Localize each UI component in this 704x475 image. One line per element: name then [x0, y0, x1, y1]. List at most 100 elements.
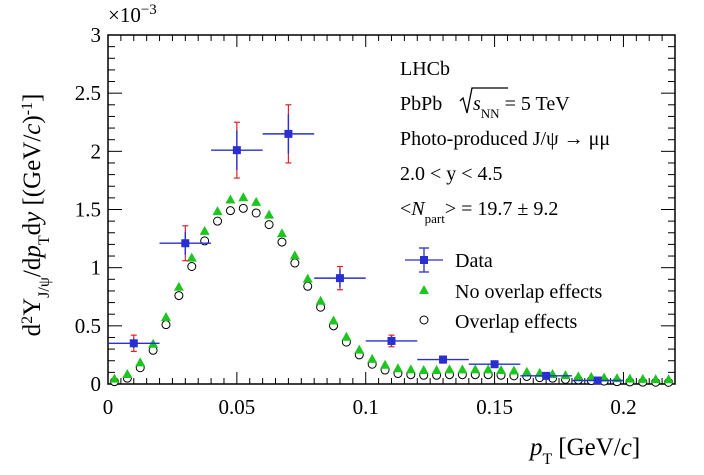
- y-axis-label: d2YJ/ψ/dpTdy [(GeV/c)-1]: [19, 94, 53, 337]
- annotation-rapidity: 2.0 < y < 4.5: [400, 163, 503, 185]
- data-point: [159, 225, 212, 262]
- no-overlap-point: [276, 228, 287, 238]
- overlap-point: [290, 258, 300, 268]
- annotation-experiment: LHCb: [400, 58, 450, 80]
- no-overlap-point: [483, 364, 494, 374]
- annotation-system-energy: sNN = 5 TeV: [473, 93, 570, 121]
- x-tick-label: 0.05: [218, 395, 255, 419]
- annotation-system: PbPb: [400, 93, 442, 115]
- x-tick-label: 0.15: [476, 395, 513, 419]
- data-marker: [387, 336, 396, 345]
- x-tick-label: 0.1: [353, 395, 379, 419]
- data-marker: [129, 339, 138, 348]
- data-marker: [335, 274, 344, 283]
- no-overlap-point: [496, 364, 507, 374]
- overlap-point: [277, 237, 287, 247]
- x-tick-label: 0: [103, 395, 114, 419]
- no-overlap-point: [264, 209, 275, 219]
- annotations: LHCb PbPb sNN = 5 TeV Photo-produced J/ψ…: [400, 58, 610, 226]
- data-point: [365, 334, 418, 348]
- no-overlap-point: [315, 295, 326, 305]
- annotation-process: Photo-produced J/ψ → μμ: [400, 128, 610, 150]
- legend-square-marker: [420, 256, 428, 264]
- no-overlap-point: [199, 225, 210, 235]
- overlap-point: [251, 208, 261, 218]
- no-overlap-point: [431, 364, 442, 374]
- data-point: [571, 376, 624, 385]
- data-marker: [490, 360, 499, 369]
- data-point: [520, 371, 572, 380]
- sqrt-sign: [459, 87, 508, 114]
- legend-triangle-marker: [419, 285, 429, 294]
- legend-entry-no-overlap: No overlap effects: [419, 281, 603, 303]
- overlap-point: [174, 291, 184, 301]
- x-tick-label: 0.2: [610, 395, 636, 419]
- no-overlap-point: [238, 192, 249, 202]
- no-overlap-point: [573, 371, 584, 381]
- overlap-point: [264, 220, 274, 230]
- y-tick-label: 0.5: [75, 314, 101, 338]
- y-tick-label: 2.5: [75, 81, 101, 105]
- series-no-overlap-effects: [109, 192, 674, 384]
- no-overlap-point: [122, 369, 133, 379]
- data-marker: [284, 129, 293, 138]
- no-overlap-point: [521, 366, 532, 376]
- y-tick-label: 1.5: [75, 198, 101, 222]
- no-overlap-point: [560, 370, 571, 380]
- x-axis-label: pT [GeV/c]: [528, 434, 640, 468]
- no-overlap-point: [470, 364, 481, 374]
- data-point: [417, 355, 469, 364]
- plot-frame: [107, 34, 676, 385]
- no-overlap-point: [251, 196, 262, 206]
- overlap-point: [161, 320, 171, 330]
- y-tick-label: 1: [91, 256, 102, 280]
- legend-label-overlap: Overlap effects: [455, 311, 578, 333]
- overlap-point: [225, 206, 235, 216]
- no-overlap-point: [624, 373, 635, 383]
- no-overlap-point: [109, 373, 120, 383]
- data-marker: [439, 355, 448, 364]
- no-overlap-point: [225, 194, 236, 204]
- no-overlap-point: [663, 374, 674, 384]
- data-point: [468, 360, 521, 369]
- y-tick-label: 3: [91, 23, 102, 47]
- no-overlap-point: [354, 344, 365, 354]
- overlap-point: [303, 281, 313, 291]
- no-overlap-point: [380, 359, 391, 369]
- y-tick-label: 2: [91, 139, 102, 163]
- no-overlap-point: [186, 252, 197, 262]
- data-point: [211, 121, 263, 179]
- annotation-npart: <Npart> = 19.7 ± 9.2: [400, 198, 558, 226]
- no-overlap-point: [405, 364, 416, 374]
- overlap-point: [238, 203, 248, 213]
- no-overlap-point: [160, 312, 171, 322]
- legend-label-no-overlap: No overlap effects: [455, 281, 603, 303]
- no-overlap-point: [392, 363, 403, 373]
- legend-circle-marker: [419, 315, 429, 325]
- data-marker: [593, 376, 602, 385]
- y-tick-label: 0: [91, 372, 102, 396]
- legend-label-data: Data: [455, 250, 493, 272]
- legend-entry-overlap: Overlap effects: [419, 311, 578, 333]
- data-point: [262, 104, 315, 164]
- no-overlap-point: [341, 331, 352, 341]
- no-overlap-point: [650, 374, 661, 384]
- series-data: [108, 104, 624, 385]
- no-overlap-point: [173, 281, 184, 291]
- no-overlap-point: [418, 364, 429, 374]
- y-axis-multiplier: ×10−3: [108, 2, 157, 27]
- data-point: [108, 334, 160, 353]
- no-overlap-point: [457, 364, 468, 374]
- no-overlap-point: [212, 206, 223, 216]
- no-overlap-point: [328, 315, 339, 325]
- data-point: [314, 265, 366, 291]
- data-marker: [542, 371, 551, 380]
- y-axis-ticks: 0 0.5 1 1.5 2 2.5 3: [75, 23, 675, 396]
- no-overlap-point: [367, 353, 378, 363]
- legend: Data No overlap effects Overlap effects: [405, 247, 603, 333]
- no-overlap-point: [637, 373, 648, 383]
- overlap-point: [187, 262, 197, 272]
- overlap-point: [213, 216, 223, 226]
- x-axis-ticks: 0 0.05 0.1 0.15 0.2: [103, 35, 676, 419]
